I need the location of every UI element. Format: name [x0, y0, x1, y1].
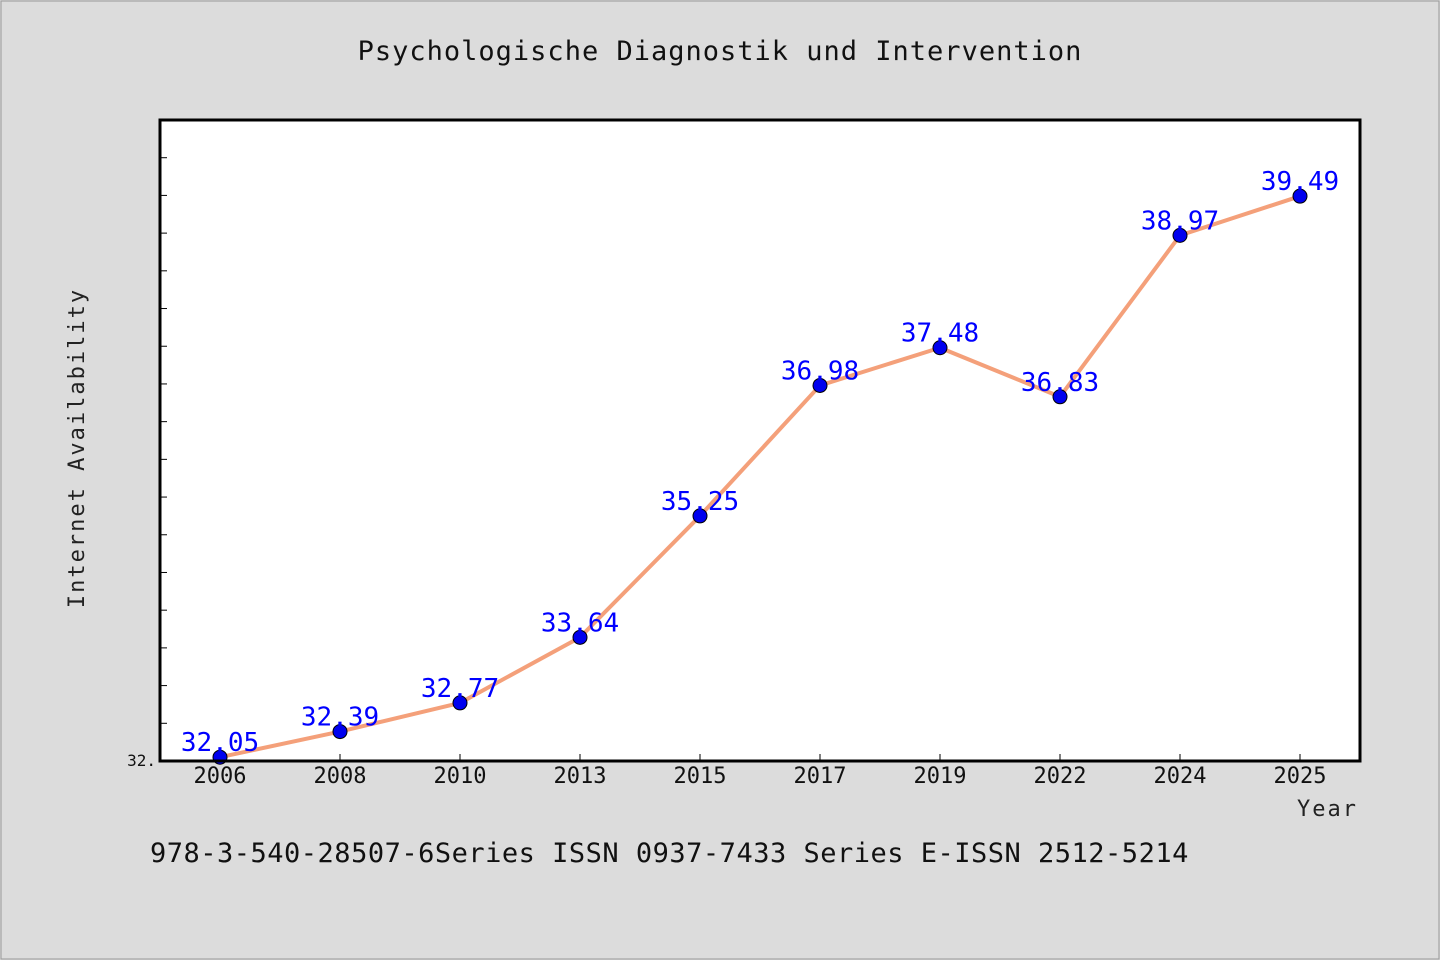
x-tick-label: 2017: [794, 764, 847, 789]
series-layer: 32.05 32.39 32.77 33.64 35.25 36.98 37.48 36.83…: [181, 167, 1339, 765]
data-point-marker: [812, 377, 828, 393]
y-tick-label: 32.: [127, 751, 156, 770]
data-point-marker: [452, 695, 468, 711]
data-label: 32.77: [421, 674, 499, 704]
data-label: 32.05: [181, 728, 259, 758]
x-axis-ticks: 2006 2008 2010 2013 2015 2017 2019 2022 2024 2025: [194, 754, 1327, 789]
x-tick-label: 2008: [314, 764, 367, 789]
data-point-marker: [1292, 188, 1308, 204]
x-tick-label: 2019: [914, 764, 967, 789]
x-tick-label: 2015: [674, 764, 727, 789]
chart-title: Psychologische Diagnostik und Interventi…: [358, 36, 1083, 67]
x-tick-label: 2025: [1274, 764, 1327, 789]
x-tick-label: 2006: [194, 764, 247, 789]
data-point-marker: [932, 340, 948, 356]
data-point-marker: [572, 629, 588, 645]
data-label: 33.64: [541, 608, 619, 638]
x-tick-label: 2010: [434, 764, 487, 789]
data-label: 35.25: [661, 487, 739, 517]
y-axis-label: Internet Availability: [65, 288, 90, 608]
x-tick-label: 2024: [1154, 764, 1207, 789]
plot-area: [160, 120, 1360, 761]
x-tick-label: 2013: [554, 764, 607, 789]
plot-frame: [158, 118, 1362, 763]
data-point-marker: [1052, 389, 1068, 405]
data-label: 39.49: [1261, 167, 1339, 197]
data-point-marker: [1172, 227, 1188, 243]
data-point-marker: [332, 724, 348, 740]
x-axis-label: Year: [1297, 797, 1358, 822]
series-line: [219, 194, 1301, 760]
data-label: 36.98: [781, 356, 859, 386]
data-label: 32.39: [301, 703, 379, 733]
data-label: 36.83: [1021, 368, 1099, 398]
data-label: 37.48: [901, 319, 979, 349]
x-tick-label: 2022: [1034, 764, 1087, 789]
data-label: 38.97: [1141, 206, 1219, 236]
footer-isbn-text: 978-3-540-28507-6Series ISSN 0937-7433 S…: [150, 838, 1189, 869]
data-point-marker: [692, 508, 708, 524]
